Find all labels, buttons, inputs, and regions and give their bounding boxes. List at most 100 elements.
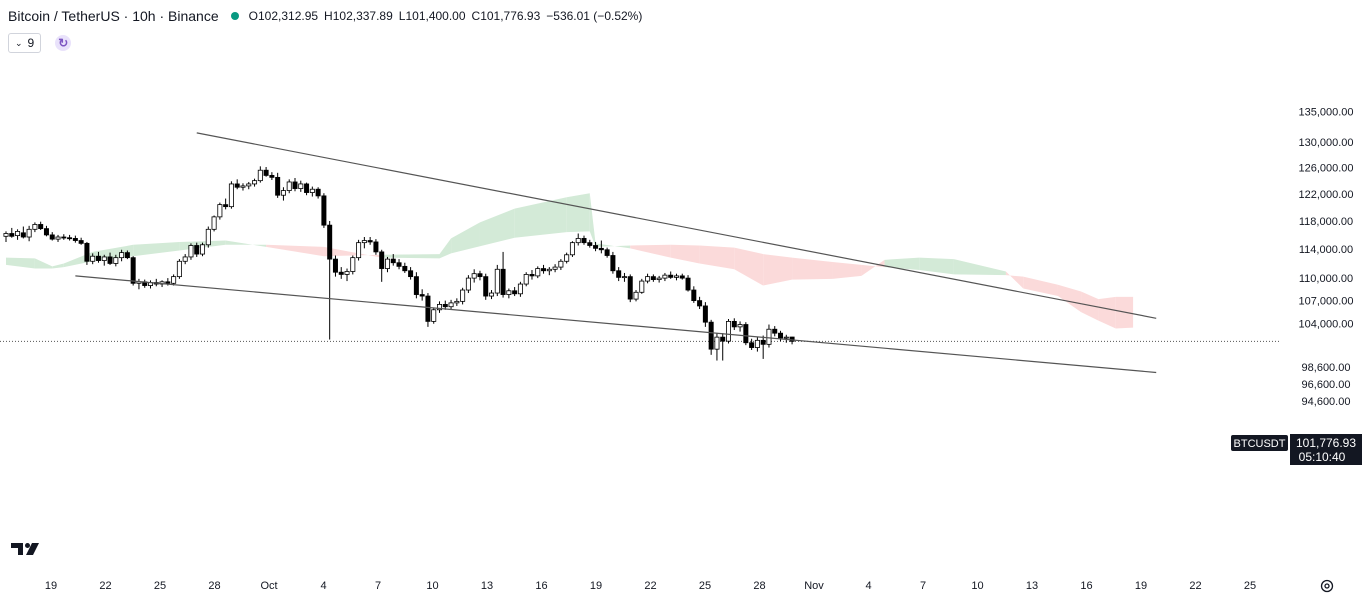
- candle-body: [67, 237, 73, 240]
- cloud-segment: [34, 258, 53, 269]
- cloud-segment: [763, 254, 793, 286]
- candle: [384, 256, 390, 273]
- candle: [338, 267, 344, 279]
- candle-body: [558, 260, 564, 268]
- candle-body: [616, 270, 622, 278]
- candle-body: [633, 291, 639, 300]
- candle: [662, 272, 668, 282]
- candle-body: [119, 252, 125, 259]
- candle-body: [454, 300, 460, 304]
- tradingview-logo[interactable]: [11, 541, 43, 557]
- candle-body: [124, 252, 130, 259]
- candle: [702, 302, 708, 327]
- candle-body: [240, 185, 246, 188]
- candle-body: [182, 256, 188, 262]
- x-tick-label: Nov: [804, 580, 824, 592]
- cloud-segment: [670, 244, 700, 264]
- candle: [483, 273, 489, 300]
- candle: [176, 259, 182, 279]
- sync-icon[interactable]: ↻: [55, 35, 72, 51]
- candle-body: [650, 276, 656, 280]
- ohlc-change: −536.01 (−0.52%): [546, 9, 643, 23]
- price-tag: [1290, 434, 1362, 465]
- cloud-segment: [323, 246, 382, 258]
- candle-body: [257, 169, 263, 182]
- candle: [564, 252, 570, 264]
- price-tag-countdown: 05:10:40: [1299, 450, 1346, 464]
- candle-body: [483, 276, 489, 297]
- candle: [726, 319, 732, 344]
- candle: [350, 255, 356, 275]
- candle-body: [332, 258, 338, 273]
- candle: [523, 272, 529, 287]
- candle-body: [15, 231, 21, 237]
- candle-body: [610, 255, 616, 272]
- candle: [604, 247, 610, 258]
- ohlc-low: L101,400.00: [398, 9, 466, 23]
- candle-body: [627, 276, 633, 300]
- candle: [217, 202, 223, 220]
- candle: [182, 254, 188, 265]
- candle: [228, 181, 234, 209]
- candle: [78, 237, 84, 245]
- candle: [280, 187, 286, 201]
- candle-body: [477, 273, 483, 278]
- candle: [396, 259, 402, 270]
- candle: [26, 225, 32, 242]
- candle: [494, 264, 500, 297]
- candle-body: [581, 238, 587, 244]
- candle: [309, 186, 315, 197]
- cloud-segment: [884, 257, 920, 271]
- cloud-segment: [1098, 296, 1116, 329]
- cloud-segment: [225, 240, 267, 247]
- x-tick-label: 16: [1080, 580, 1092, 592]
- candle: [327, 221, 333, 340]
- candle-body: [413, 276, 419, 295]
- candle-body: [194, 245, 200, 255]
- candle: [512, 287, 518, 297]
- indicators-toggle-button[interactable]: ⌄ 9: [8, 33, 42, 53]
- candle: [633, 290, 639, 302]
- candle: [38, 221, 44, 231]
- settings-icon[interactable]: [1320, 579, 1334, 593]
- candle-body: [673, 275, 679, 278]
- candles: [3, 166, 795, 361]
- candle: [668, 271, 674, 279]
- candle: [581, 235, 587, 245]
- trendline: [196, 132, 1157, 319]
- candle: [3, 231, 9, 242]
- candle: [61, 234, 67, 240]
- candle-body: [228, 183, 234, 208]
- candle: [304, 182, 310, 196]
- candle-body: [321, 195, 327, 226]
- candle: [194, 242, 200, 257]
- candle: [743, 322, 749, 346]
- candle: [20, 226, 26, 239]
- candle: [211, 215, 217, 232]
- candle-body: [754, 339, 760, 348]
- candle-body: [685, 277, 691, 291]
- candle: [731, 318, 737, 331]
- candle-body: [714, 336, 720, 350]
- candle: [506, 288, 512, 299]
- candle: [269, 172, 275, 180]
- candle: [448, 299, 454, 310]
- candle: [188, 243, 194, 260]
- candle-body: [702, 305, 708, 323]
- x-tick-label: 10: [971, 580, 983, 592]
- candle: [593, 241, 599, 252]
- ohlc-close: C101,776.93: [471, 9, 541, 23]
- candle-body: [442, 304, 448, 308]
- candle-body: [309, 188, 315, 193]
- candle-body: [78, 240, 84, 244]
- candle-body: [726, 320, 732, 342]
- ohlc-open: O102,312.95: [248, 9, 319, 23]
- candle-body: [49, 234, 55, 240]
- candle: [639, 278, 645, 294]
- candle-body: [523, 274, 529, 285]
- candle-body: [263, 169, 269, 176]
- cloud-segment: [6, 257, 35, 269]
- candle: [529, 270, 535, 280]
- symbol-title[interactable]: Bitcoin / TetherUS · 10h · Binance: [8, 8, 219, 24]
